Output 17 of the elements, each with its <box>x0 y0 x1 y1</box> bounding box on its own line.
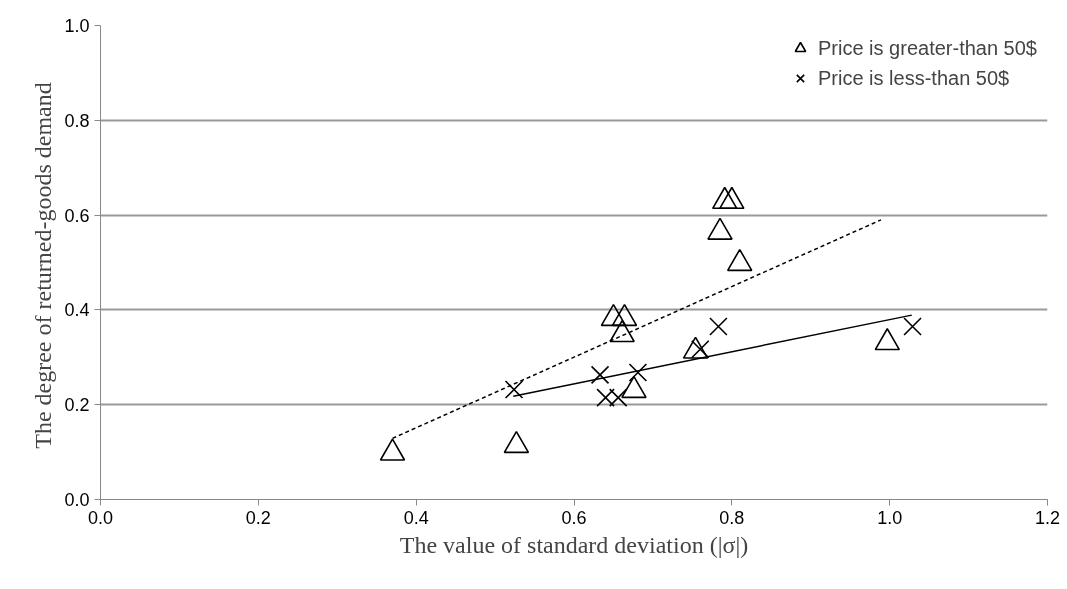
y-tick-label: 0.4 <box>64 300 90 321</box>
x-tick-label: 1.2 <box>1034 507 1061 528</box>
x-tick-label: 0.4 <box>403 507 429 528</box>
legend-label: Price is greater-than 50$ <box>817 36 1037 60</box>
x-tick-label: 0.0 <box>87 507 114 528</box>
x-tick-label: 1.0 <box>877 507 903 528</box>
y-tick-label: 1.0 <box>64 16 90 36</box>
x-tick-label: 0.2 <box>245 507 271 528</box>
y-axis-title: The degree of returned-goods demand <box>30 82 57 449</box>
x-tick-label: 0.6 <box>561 507 587 528</box>
legend-label: Price is less-than 50$ <box>817 66 1010 90</box>
y-tick-label: 0.6 <box>64 205 90 226</box>
x-tick-label: 0.8 <box>719 507 745 528</box>
y-tick-label: 0.8 <box>64 110 90 131</box>
x-axis-title: The value of standard deviation (|σ|) <box>399 531 749 558</box>
y-tick-label: 0.2 <box>64 395 90 416</box>
y-tick-label: 0.0 <box>64 490 90 510</box>
